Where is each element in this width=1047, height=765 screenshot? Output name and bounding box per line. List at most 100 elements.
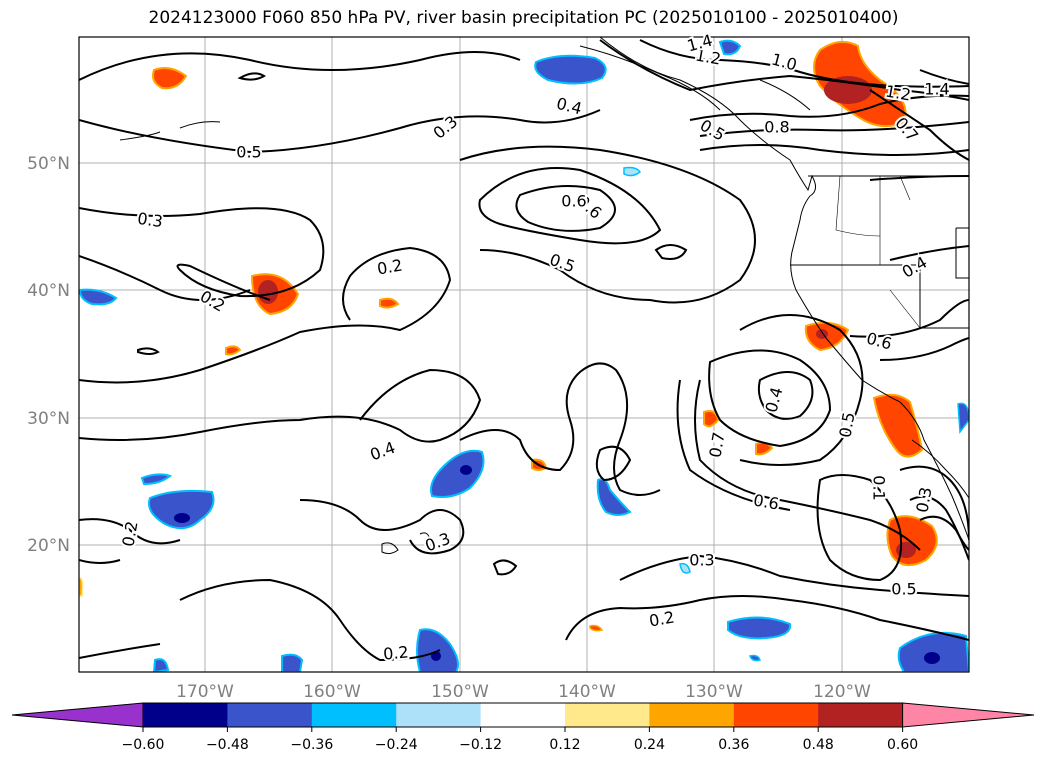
pv-contour [237, 72, 266, 81]
pv-contour [599, 39, 969, 101]
colorbar-tick-label: 0.60 [887, 737, 918, 753]
colorbar-segment [818, 703, 904, 727]
precip-blob [79, 577, 84, 597]
pv-contour [619, 554, 969, 597]
colorbar-segment [565, 703, 650, 727]
precip-strong-negative-cores [174, 465, 940, 664]
colorbar-tick-label: −0.36 [290, 737, 333, 753]
pv-contour [79, 207, 325, 301]
pv-contour [869, 89, 969, 161]
pv-contour [478, 167, 662, 245]
precip-blob [379, 297, 400, 309]
contour-label: 0.2 [376, 255, 404, 278]
colorbar-tick-label: 0.36 [718, 737, 749, 753]
contour-label: 0.8 [764, 118, 789, 137]
pv-contour [79, 109, 601, 154]
colorbar-tick-label: 0.12 [549, 737, 580, 753]
pv-contour [757, 371, 814, 420]
contour-label: 0.6 [561, 192, 586, 211]
coastlines [119, 37, 969, 555]
precip-core [258, 280, 278, 304]
contour-label: 1.4 [924, 80, 949, 99]
pv-contour [79, 643, 161, 659]
colorbar: −0.60 −0.48 −0.36 −0.24 −0.12 0.12 0.24 0.36 0.4… [11, 702, 1035, 753]
pv-contour [869, 175, 969, 181]
colorbar-segment [396, 703, 482, 727]
colorbar-tick-label: −0.12 [459, 737, 502, 753]
pv-contour [919, 515, 969, 551]
precip-negative-areas [79, 39, 969, 672]
map-title: 2024123000 F060 850 hPa PV, river basin … [148, 8, 899, 28]
pv-contour [889, 245, 969, 261]
colorbar-segment [480, 703, 566, 727]
precip-blob [886, 515, 938, 567]
pv-contour [595, 445, 632, 482]
pv-contour [79, 255, 251, 301]
pv-contour [699, 144, 969, 156]
precip-blob [749, 654, 761, 662]
precip-blob [430, 449, 485, 498]
pv-contour [849, 299, 969, 338]
contour-label: 0.3 [689, 551, 714, 570]
pv-contour [694, 379, 921, 551]
colorbar-tick-label: 0.48 [803, 737, 834, 753]
pv-contour [816, 474, 902, 582]
gridlines [79, 37, 969, 672]
precip-blob [679, 562, 691, 574]
precip-blob [727, 616, 792, 640]
colorbar-tick-label: −0.48 [206, 737, 249, 753]
pv-contour [179, 578, 441, 662]
map-border [78, 36, 970, 673]
pv-contour [79, 246, 452, 384]
colorbar-tick-label: −0.60 [122, 737, 165, 753]
pv-contour [515, 185, 616, 232]
contour-label: 0.5 [236, 143, 261, 162]
colorbar-segment [649, 703, 735, 727]
pv-contour [739, 314, 864, 466]
pv-contours [79, 39, 969, 662]
contour-label: 0.1 [870, 475, 889, 500]
pv-contour [459, 362, 661, 496]
precip-core [460, 465, 472, 475]
colorbar-segment [227, 703, 313, 727]
pv-contour [909, 495, 969, 561]
pv-contour [79, 559, 121, 564]
pv-contour [654, 244, 688, 260]
contour-label: 0.5 [891, 580, 916, 599]
pv-contour [708, 349, 832, 448]
pv-contour [639, 39, 969, 88]
lat-label: 30°N [27, 409, 70, 429]
contour-label: 0.3 [136, 209, 164, 231]
precip-core [924, 652, 940, 664]
contour-label: 0.6 [752, 490, 780, 513]
precip-blob [225, 345, 242, 356]
colorbar-extend-max [902, 702, 1035, 728]
lat-label: 20°N [27, 536, 70, 556]
colorbar-segment [311, 703, 397, 727]
precip-blob [703, 410, 720, 428]
pv-contour [299, 499, 465, 555]
lat-label: 50°N [27, 154, 70, 174]
lon-label: 130°W [685, 682, 743, 702]
pv-contour [137, 347, 160, 355]
precip-blob [534, 54, 607, 85]
lon-label: 170°W [176, 682, 234, 702]
precip-blob [152, 67, 188, 90]
pv-contour [689, 94, 969, 121]
contour-label: 0.2 [382, 642, 409, 663]
pv-contour [565, 595, 969, 641]
precip-blob [718, 39, 742, 56]
precip-blob [148, 489, 215, 530]
precip-blob [957, 402, 969, 435]
longitude-labels: 170°W 160°W 150°W 140°W 130°W 120°W [176, 682, 871, 702]
precip-blob [589, 624, 604, 632]
colorbar-segment [733, 703, 819, 727]
lon-label: 120°W [813, 682, 871, 702]
pv-contour [919, 69, 969, 85]
colorbar-segment [143, 703, 228, 727]
colorbar-tick-label: 0.24 [634, 737, 665, 753]
colorbar-extend-min [11, 702, 144, 728]
pv-contour [79, 368, 482, 443]
latitude-labels: 50°N 40°N 30°N 20°N [27, 154, 70, 556]
